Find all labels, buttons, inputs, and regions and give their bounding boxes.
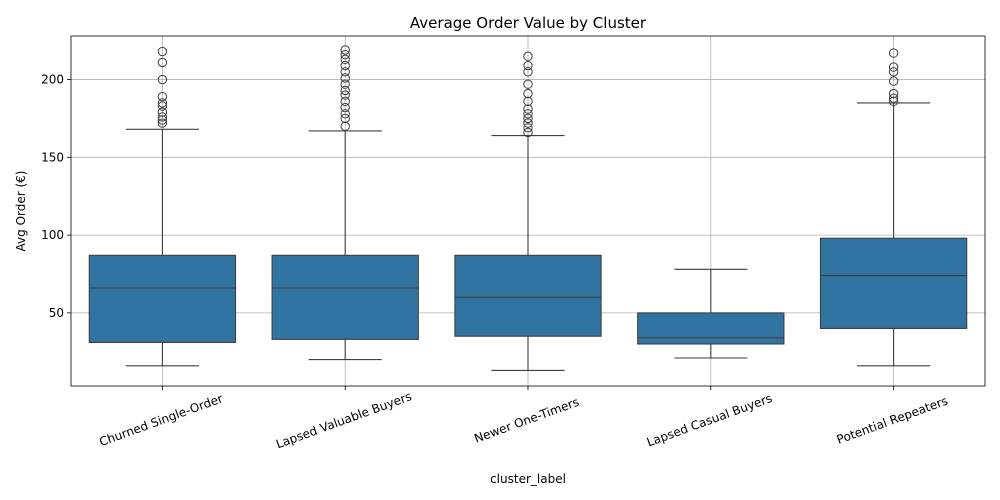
outlier-point xyxy=(888,96,899,107)
outlier-point xyxy=(523,109,533,119)
box-1 xyxy=(88,46,237,367)
outlier-point xyxy=(523,67,533,77)
outlier-point xyxy=(523,60,533,71)
box-4 xyxy=(637,268,785,359)
outlier-point xyxy=(157,118,168,128)
outlier-point xyxy=(340,102,350,113)
iqr-box xyxy=(637,312,785,345)
outlier-point xyxy=(523,104,533,114)
outlier-point xyxy=(157,46,168,57)
iqr-box xyxy=(454,254,602,337)
box-3 xyxy=(454,51,602,371)
box-5 xyxy=(819,48,968,367)
box-group xyxy=(88,45,968,371)
outlier-point xyxy=(340,79,350,89)
y-tick-label: 100 xyxy=(41,228,64,242)
outlier-point xyxy=(157,98,168,108)
outlier-point xyxy=(523,51,533,61)
chart-title: Average Order Value by Cluster xyxy=(410,14,647,32)
outlier-point xyxy=(340,113,350,124)
outlier-point xyxy=(157,115,168,125)
outlier-point xyxy=(157,107,168,117)
x-tick-label: Lapsed Casual Buyers xyxy=(645,391,774,449)
outlier-point xyxy=(888,48,899,58)
x-axis: Churned Single-Order Lapsed Valuable Buye… xyxy=(97,386,950,451)
outlier-point xyxy=(523,96,533,107)
x-tick-label: Churned Single-Order xyxy=(97,391,224,449)
iqr-box xyxy=(271,254,419,340)
outlier-point xyxy=(340,54,350,65)
y-tick-label: 150 xyxy=(41,150,64,164)
outlier-point xyxy=(523,88,533,99)
outlier-point xyxy=(888,62,899,72)
x-tick-label: Newer One-Timers xyxy=(472,395,581,446)
outlier-point xyxy=(888,67,899,77)
outlier-point xyxy=(340,96,350,107)
outlier-point xyxy=(523,79,533,89)
x-tick-label: Potential Repeaters xyxy=(835,394,950,447)
outlier-point xyxy=(340,73,350,83)
outlier-point xyxy=(888,88,899,99)
outlier-point xyxy=(157,112,168,122)
outlier-point xyxy=(157,57,168,68)
iqr-box xyxy=(819,237,968,329)
outlier-point xyxy=(523,127,533,138)
plot-frame xyxy=(70,35,986,387)
outlier-point xyxy=(340,90,350,100)
outlier-point xyxy=(157,74,168,85)
outlier-point xyxy=(523,118,533,128)
outlier-point xyxy=(340,60,350,71)
outlier-point xyxy=(340,67,350,77)
x-tick-label: Lapsed Valuable Buyers xyxy=(274,389,413,451)
outlier-point xyxy=(340,85,350,96)
y-axis: 50 100 150 200 xyxy=(41,73,71,320)
outlier-point xyxy=(340,49,350,60)
outlier-point xyxy=(340,121,350,131)
outlier-point xyxy=(157,101,168,111)
y-axis-label: Avg Order (€) xyxy=(14,171,28,252)
iqr-box xyxy=(88,254,237,343)
y-tick-label: 50 xyxy=(49,306,64,320)
outlier-point xyxy=(888,93,899,103)
outlier-point xyxy=(340,45,350,55)
box-2 xyxy=(271,45,419,361)
y-tick-label: 200 xyxy=(41,73,64,87)
outlier-point xyxy=(340,109,350,119)
x-axis-label: cluster_label xyxy=(490,472,566,486)
outlier-point xyxy=(888,76,899,86)
outlier-point xyxy=(523,123,533,133)
outlier-point xyxy=(523,113,533,124)
outlier-point xyxy=(157,91,168,102)
